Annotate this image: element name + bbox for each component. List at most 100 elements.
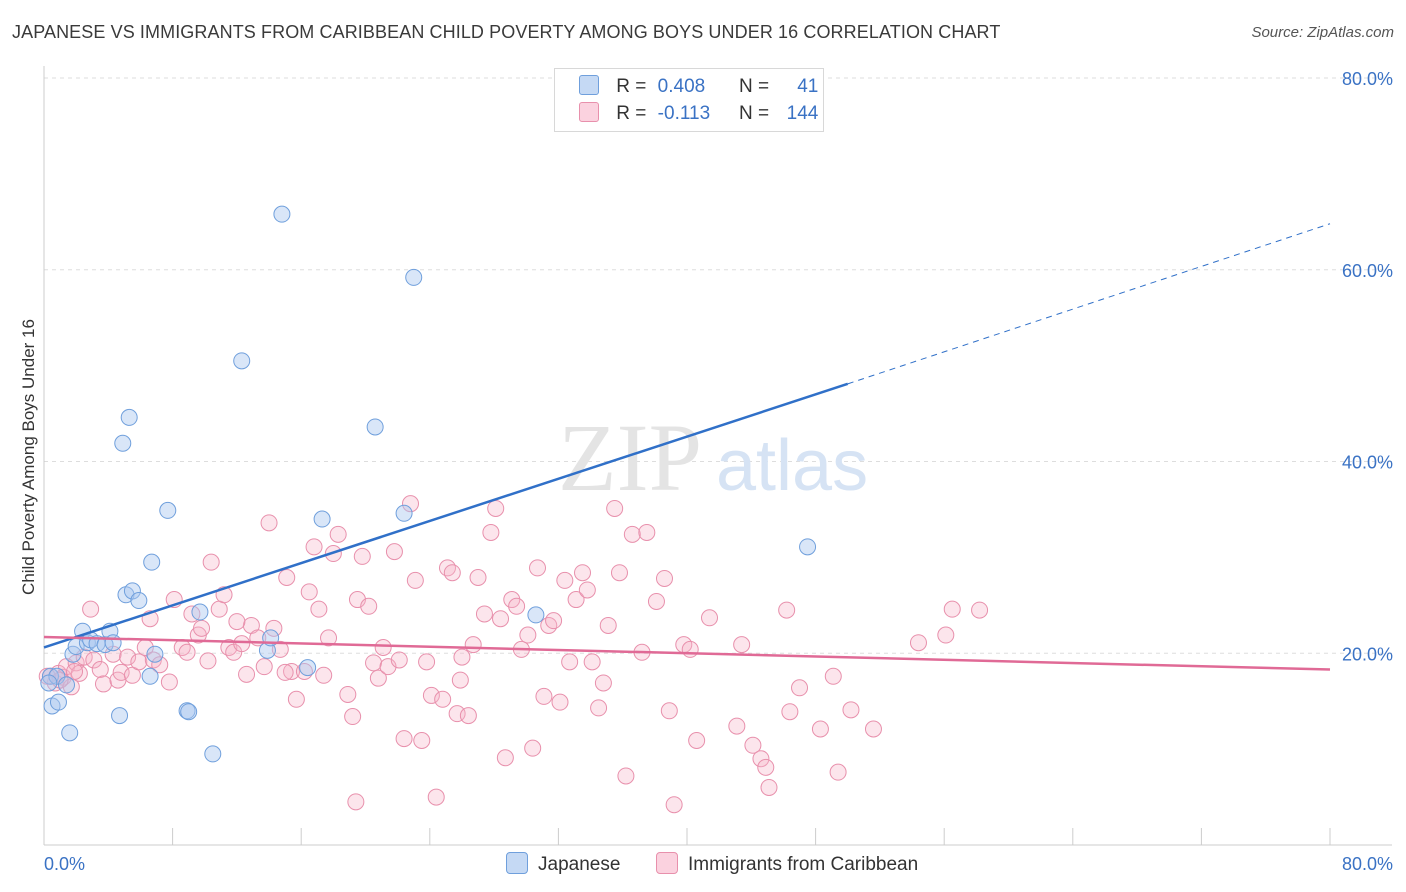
japanese-point	[159, 501, 177, 519]
caribbean-point	[524, 739, 542, 757]
caribbean-point	[443, 564, 461, 582]
japanese-trendline	[847, 223, 1331, 385]
caribbean-point	[508, 597, 526, 615]
tick-labels: 20.0% 40.0% 60.0% 80.0% 0.0% 80.0%	[44, 69, 1393, 874]
japanese-point	[41, 667, 59, 685]
caribbean-point	[469, 569, 487, 587]
caribbean-point	[66, 662, 84, 680]
caribbean-point	[422, 686, 440, 704]
watermark-zip: ZIP	[558, 404, 702, 511]
japanese-point	[40, 674, 58, 692]
caribbean-point	[864, 720, 882, 738]
japanese-point	[130, 592, 148, 610]
japanese-point	[313, 510, 331, 528]
caribbean-point	[434, 690, 452, 708]
caribbean-point	[271, 640, 289, 658]
caribbean-point	[492, 610, 510, 628]
caribbean-point	[781, 703, 799, 721]
caribbean-point	[353, 547, 371, 565]
caribbean-point	[210, 600, 228, 618]
caribbean-point	[540, 616, 558, 634]
caribbean-point	[567, 591, 585, 609]
japanese-point	[61, 724, 79, 742]
legend-n-value: 144	[786, 103, 819, 124]
bottom-legend-label: Japanese	[538, 854, 621, 875]
japanese-point	[799, 538, 817, 556]
caribbean-point	[130, 653, 148, 671]
caribbean-point	[733, 636, 751, 654]
y-axis-title: Child Poverty Among Boys Under 16	[19, 319, 38, 595]
caribbean-point	[459, 707, 477, 725]
caribbean-point	[395, 730, 413, 748]
caribbean-point	[418, 653, 436, 671]
caribbean-point	[647, 592, 665, 610]
japanese-point	[120, 408, 138, 426]
caribbean-point	[475, 605, 493, 623]
caribbean-point	[119, 648, 137, 666]
japanese-point	[123, 582, 141, 600]
legend-r-label: R =	[616, 76, 647, 97]
caribbean-point	[824, 667, 842, 685]
caribbean-point	[193, 619, 211, 637]
caribbean-point	[339, 685, 357, 703]
caribbean-point	[811, 720, 829, 738]
caribbean-point	[529, 559, 547, 577]
caribbean-point	[583, 653, 601, 671]
caribbean-point	[590, 699, 608, 717]
japanese-point	[273, 205, 291, 223]
caribbean-point	[487, 499, 505, 517]
legend-n-value: 41	[797, 76, 819, 97]
caribbean-point	[238, 665, 256, 683]
caribbean-point	[744, 736, 762, 754]
japanese-point	[366, 418, 384, 436]
legend-n-label: N =	[738, 103, 770, 124]
japanese-point	[146, 645, 164, 663]
japanese-point	[204, 745, 222, 763]
caribbean-point	[151, 656, 169, 674]
caribbean-point	[112, 663, 130, 681]
watermark: ZIP atlas	[558, 404, 868, 511]
caribbean-point	[82, 600, 100, 618]
caribbean-point	[278, 569, 296, 587]
x-tick-label: 0.0%	[44, 854, 85, 874]
legend-r-value: 0.408	[657, 76, 706, 97]
caribbean-point	[385, 543, 403, 561]
caribbean-point	[937, 626, 955, 644]
caribbean-point	[360, 597, 378, 615]
caribbean-point	[202, 553, 220, 571]
japanese-point	[49, 693, 67, 711]
caribbean-point	[283, 662, 301, 680]
x-tick-label: 80.0%	[1342, 854, 1393, 874]
caribbean-point	[94, 675, 112, 693]
caribbean-trendline	[43, 635, 1331, 671]
y-tick-label: 40.0%	[1342, 453, 1393, 473]
legend-r-label: R =	[616, 103, 647, 124]
caribbean-point	[374, 638, 392, 656]
caribbean-point	[574, 564, 592, 582]
caribbean-point	[310, 600, 328, 618]
legend-swatch-japanese	[579, 75, 599, 95]
caribbean-point	[365, 654, 383, 672]
caribbean-point	[617, 767, 635, 785]
bottom-legend-caribbean: Immigrants from Caribbean	[656, 852, 918, 876]
caribbean-point	[406, 571, 424, 589]
japanese-point	[299, 659, 317, 677]
caribbean-point	[665, 796, 683, 814]
japanese-point	[233, 352, 251, 370]
japanese-point	[180, 703, 198, 721]
caribbean-point	[778, 601, 796, 619]
caribbean-point	[287, 690, 305, 708]
legend-row-japanese: R = 0.408 N = 41	[579, 75, 818, 101]
caribbean-point	[315, 666, 333, 684]
caribbean-point	[971, 601, 989, 619]
caribbean-point	[305, 538, 323, 556]
caribbean-point	[688, 731, 706, 749]
caribbean-point	[300, 583, 318, 601]
japanese-point	[395, 504, 413, 522]
caribbean-point	[496, 749, 514, 767]
japanese-point	[111, 707, 129, 725]
caribbean-point	[438, 559, 456, 577]
caribbean-point	[829, 763, 847, 781]
bottom-swatch-japanese	[506, 852, 528, 874]
